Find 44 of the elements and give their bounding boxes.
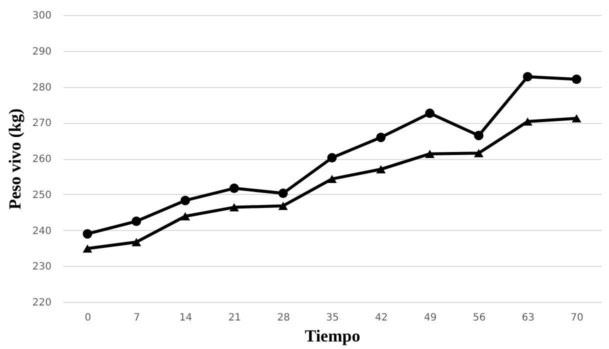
point — [572, 74, 582, 84]
point — [229, 203, 239, 212]
point — [229, 184, 239, 194]
point — [278, 202, 288, 210]
point — [572, 114, 582, 122]
y-tick-label: 280 — [32, 82, 52, 94]
x-tick-label: 7 — [134, 312, 140, 324]
y-tick-label: 290 — [32, 46, 52, 58]
x-tick-label: 56 — [472, 312, 486, 324]
x-axis-title: Tiempo — [304, 326, 360, 346]
y-tick-label: 240 — [32, 226, 52, 237]
y-tick-label: 250 — [32, 190, 52, 201]
x-tick-label: 49 — [424, 312, 437, 324]
y-axis-title: Peso vivo (kg) — [5, 108, 24, 210]
point — [474, 149, 484, 158]
x-tick-label: 63 — [522, 312, 535, 324]
x-tick-label: 14 — [179, 312, 192, 324]
point — [82, 229, 92, 239]
x-tick-label: 28 — [277, 312, 290, 324]
point — [522, 72, 532, 82]
point — [132, 216, 142, 226]
y-tick-label: 230 — [32, 262, 52, 273]
y-tick-label: 270 — [32, 118, 52, 130]
point — [474, 130, 484, 140]
point — [132, 238, 142, 246]
point — [522, 117, 532, 126]
y-tick-label: 220 — [32, 298, 52, 308]
x-tick-label: 0 — [84, 312, 92, 324]
point — [327, 174, 337, 184]
point — [278, 188, 288, 198]
x-tick-label: 42 — [375, 312, 388, 324]
point — [180, 196, 190, 206]
x-tick-label: 35 — [326, 312, 339, 324]
point — [376, 165, 386, 174]
point — [425, 150, 435, 158]
point — [376, 132, 386, 142]
y-tick-label: 260 — [32, 154, 52, 165]
x-tick-label: 21 — [228, 312, 242, 324]
y-tick-label: 300 — [32, 10, 52, 22]
point — [180, 212, 190, 220]
point — [82, 244, 92, 253]
x-tick-label: 70 — [570, 312, 584, 324]
point — [327, 153, 337, 163]
point — [425, 108, 435, 118]
